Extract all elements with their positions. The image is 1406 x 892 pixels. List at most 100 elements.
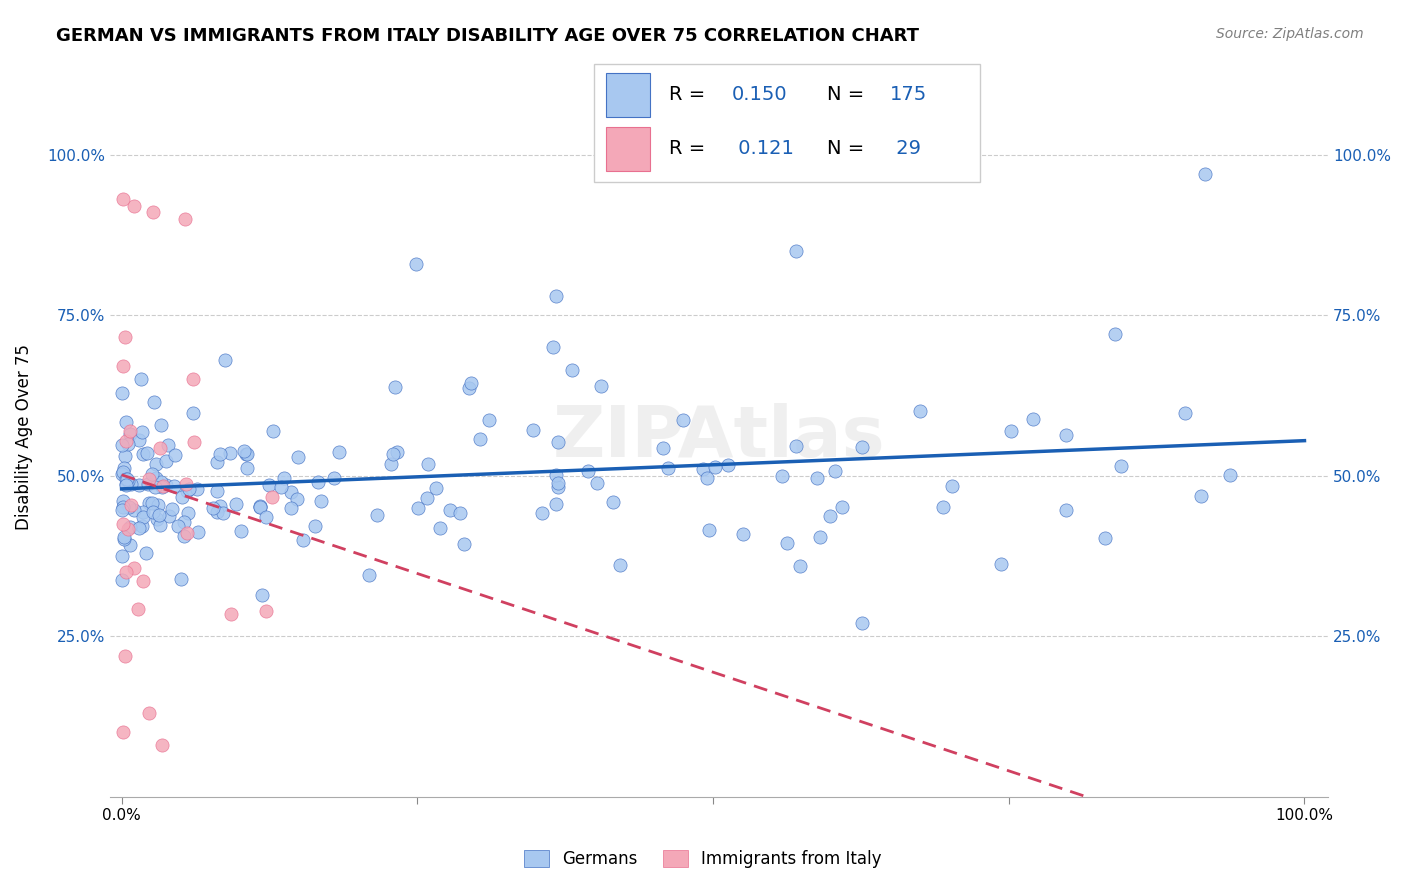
Point	[209, 447, 232, 461]
Point	[831, 500, 853, 514]
Point	[173, 211, 195, 226]
Point	[990, 557, 1012, 571]
Point	[547, 475, 569, 490]
Point	[131, 574, 153, 588]
Point	[543, 340, 565, 354]
Point	[280, 484, 302, 499]
Point	[112, 530, 135, 544]
Point	[111, 503, 134, 517]
Point	[205, 454, 228, 468]
Point	[205, 505, 228, 519]
Point	[460, 376, 482, 390]
Text: 175: 175	[890, 85, 927, 103]
Point	[257, 478, 280, 492]
Point	[328, 445, 350, 459]
Point	[416, 458, 439, 472]
FancyBboxPatch shape	[606, 128, 650, 171]
Point	[110, 467, 132, 482]
Point	[697, 524, 720, 538]
Point	[115, 476, 138, 491]
Point	[149, 417, 172, 432]
Point	[249, 500, 271, 515]
Point	[183, 434, 205, 449]
Point	[145, 457, 167, 471]
Point	[131, 425, 153, 439]
Point	[236, 447, 259, 461]
Point	[1104, 327, 1126, 342]
Point	[851, 616, 873, 631]
Point	[287, 491, 309, 506]
Point	[323, 471, 346, 485]
Point	[1094, 531, 1116, 545]
Point	[120, 498, 142, 512]
Point	[132, 505, 155, 519]
Text: R =: R =	[669, 139, 711, 158]
Point	[262, 424, 284, 438]
Point	[150, 739, 173, 753]
Point	[250, 588, 273, 602]
Point	[547, 481, 569, 495]
Point	[692, 462, 714, 476]
Point	[287, 450, 309, 465]
Point	[163, 479, 186, 493]
Point	[149, 517, 172, 532]
Point	[304, 519, 326, 533]
Point	[148, 498, 170, 512]
Point	[387, 445, 409, 459]
Point	[311, 493, 333, 508]
FancyBboxPatch shape	[595, 63, 980, 182]
Point	[112, 500, 135, 514]
Point	[602, 495, 624, 509]
Point	[225, 497, 247, 511]
Point	[249, 499, 271, 513]
Point	[124, 199, 146, 213]
Point	[179, 482, 201, 496]
Point	[122, 561, 145, 575]
Point	[141, 496, 163, 510]
Point	[254, 510, 277, 524]
Point	[129, 372, 152, 386]
Point	[530, 506, 553, 520]
Point	[357, 568, 380, 582]
Text: 29: 29	[890, 139, 921, 158]
Point	[941, 479, 963, 493]
Point	[384, 379, 406, 393]
Point	[111, 386, 134, 401]
Point	[112, 532, 135, 546]
Point	[170, 490, 193, 504]
Point	[416, 491, 439, 505]
Point	[806, 471, 828, 485]
Point	[136, 446, 159, 460]
Point	[1109, 458, 1132, 473]
Point	[457, 381, 479, 395]
Point	[229, 524, 252, 538]
Point	[173, 515, 195, 529]
Text: N =: N =	[827, 85, 870, 103]
Point	[652, 442, 675, 456]
Point	[249, 500, 271, 514]
Point	[138, 472, 160, 486]
Point	[544, 497, 567, 511]
Point	[111, 438, 134, 452]
Point	[672, 413, 695, 427]
Point	[851, 440, 873, 454]
Point	[149, 475, 172, 490]
Point	[135, 546, 157, 560]
Point	[214, 353, 236, 368]
Point	[789, 558, 811, 573]
Point	[114, 434, 136, 449]
Text: 0.150: 0.150	[733, 85, 787, 103]
Point	[932, 500, 955, 514]
Point	[111, 573, 134, 587]
Point	[111, 465, 134, 479]
FancyBboxPatch shape	[606, 73, 650, 117]
Point	[260, 490, 283, 504]
Point	[808, 529, 831, 543]
Point	[149, 441, 172, 455]
Point	[1174, 406, 1197, 420]
Text: R =: R =	[669, 85, 711, 103]
Point	[160, 502, 183, 516]
Point	[453, 537, 475, 551]
Point	[908, 404, 931, 418]
Point	[544, 467, 567, 482]
